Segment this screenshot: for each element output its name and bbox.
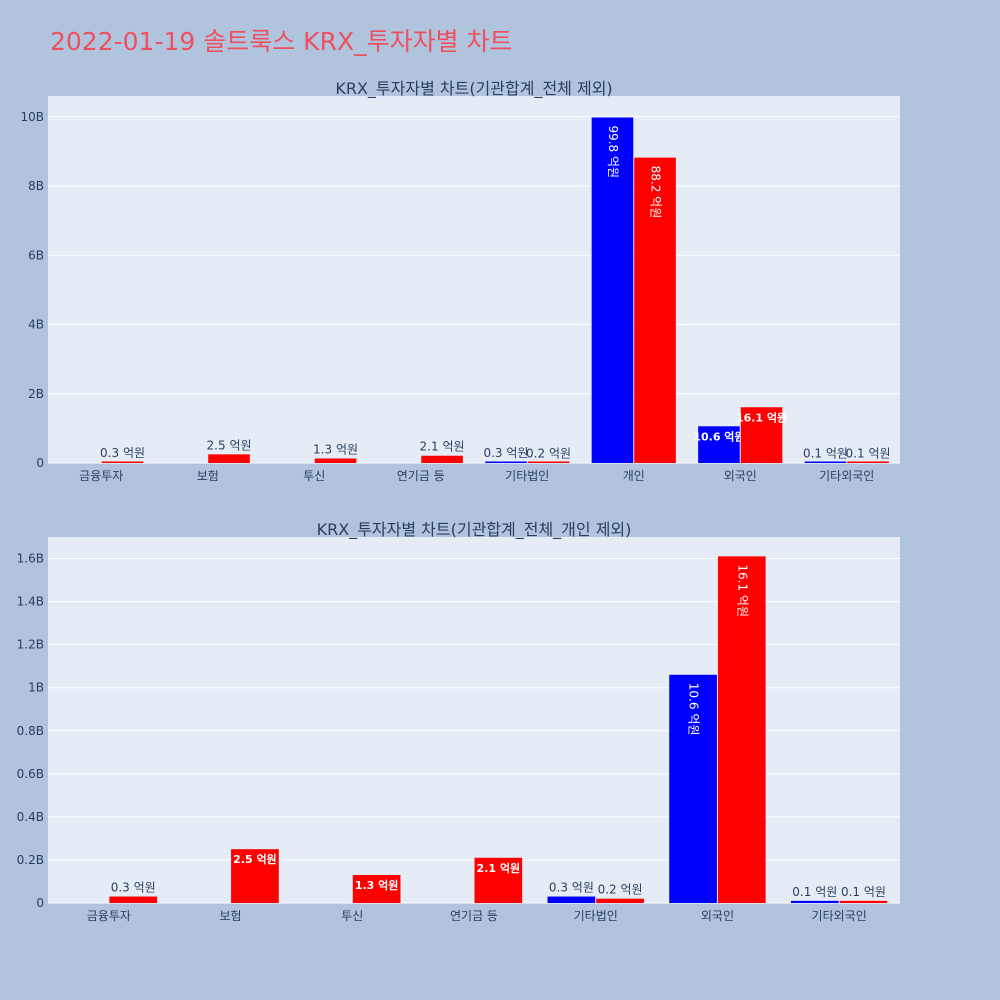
x-tick-label: 외국인 <box>724 469 757 483</box>
bar <box>634 157 676 463</box>
data-label: 0.3 억원 <box>483 446 528 460</box>
y-tick-label: 2B <box>28 387 44 401</box>
x-tick-label: 기타법인 <box>505 469 549 483</box>
bar <box>740 407 783 463</box>
x-tick-label: 투신 <box>303 469 325 483</box>
x-tick-label: 보험 <box>197 469 219 483</box>
data-label: 2.1 억원 <box>420 440 465 454</box>
data-label: 0.2 억원 <box>598 883 643 897</box>
y-tick-label: 1.2B <box>17 638 44 652</box>
chart-title: KRX_투자자별 차트(기관합계_전체_개인 제외) <box>317 520 632 540</box>
y-tick-label: 1.6B <box>17 552 44 566</box>
data-label: 2.5 억원 <box>207 438 252 452</box>
data-label: 0.1 억원 <box>841 885 886 899</box>
bar <box>839 900 888 903</box>
x-tick-label: 기타외국인 <box>819 469 874 483</box>
x-tick-label: 금융투자 <box>79 469 123 483</box>
bar <box>790 900 839 903</box>
bar <box>847 461 889 463</box>
y-tick-label: 6B <box>28 248 44 262</box>
data-label: 16.1 억원 <box>735 564 749 617</box>
y-tick-label: 0.6B <box>17 767 44 781</box>
x-tick-label: 기타법인 <box>574 909 618 923</box>
data-label: 2.1 억원 <box>477 861 521 875</box>
bar <box>474 857 523 903</box>
data-label: 1.3 억원 <box>313 442 358 456</box>
y-tick-label: 0 <box>36 896 44 910</box>
bar <box>596 898 644 903</box>
y-tick-label: 1.4B <box>17 595 44 609</box>
plot-area <box>48 96 900 463</box>
x-tick-label: 개인 <box>623 469 645 483</box>
bar <box>109 896 158 903</box>
x-tick-label: 연기금 등 <box>450 909 498 923</box>
chart-title: KRX_투자자별 차트(기관합계_전체 제외) <box>335 79 612 99</box>
y-tick-label: 0.2B <box>17 853 44 867</box>
data-label: 99.8 억원 <box>606 125 620 178</box>
x-tick-label: 투신 <box>341 909 363 923</box>
bar <box>101 461 144 463</box>
x-tick-label: 외국인 <box>701 909 734 923</box>
x-tick-label: 연기금 등 <box>397 469 445 483</box>
data-label: 0.3 억원 <box>549 881 594 895</box>
data-label: 0.1 억원 <box>792 885 837 899</box>
data-label: 0.3 억원 <box>100 446 145 460</box>
data-label: 0.2 억원 <box>526 446 571 460</box>
x-tick-label: 보험 <box>220 909 242 923</box>
data-label: 10.6 억원 <box>687 683 701 736</box>
y-tick-label: 0.8B <box>17 724 44 738</box>
bar <box>804 461 847 463</box>
data-label: 0.1 억원 <box>803 447 848 461</box>
page-title: 2022-01-19 솔트룩스 KRX_투자자별 차트 <box>50 27 513 56</box>
bar <box>231 849 279 903</box>
bar <box>591 117 634 463</box>
bar <box>208 454 250 463</box>
bar <box>669 674 717 903</box>
bar <box>547 896 596 903</box>
data-label: 88.2 억원 <box>649 166 663 219</box>
bar <box>421 455 463 463</box>
data-label: 16.1 억원 <box>736 410 787 424</box>
y-tick-label: 0 <box>36 456 44 470</box>
data-label: 0.3 억원 <box>111 881 156 895</box>
bar <box>314 458 357 463</box>
chart-investor-incl-individual: KRX_투자자별 차트(기관합계_전체 제외) 0 2B 4B 6B 8B 10B 금융투자 0… <box>20 79 900 483</box>
y-tick-label: 8B <box>28 179 44 193</box>
bar <box>485 461 527 463</box>
y-tick-label: 4B <box>28 318 44 332</box>
data-label: 10.6 억원 <box>693 429 744 443</box>
plot-area <box>48 537 900 903</box>
data-label: 0.1 억원 <box>846 447 891 461</box>
data-label: 2.5 억원 <box>233 852 277 866</box>
y-tick-label: 1B <box>28 681 44 695</box>
x-tick-label: 금융투자 <box>87 909 131 923</box>
bar <box>352 875 401 903</box>
data-label: 1.3 억원 <box>355 878 399 892</box>
y-tick-label: 0.4B <box>17 810 44 824</box>
x-tick-label: 기타외국인 <box>812 909 867 923</box>
bar <box>698 426 740 463</box>
y-tick-label: 10B <box>20 110 44 124</box>
bar <box>717 556 766 903</box>
bar <box>527 461 570 463</box>
